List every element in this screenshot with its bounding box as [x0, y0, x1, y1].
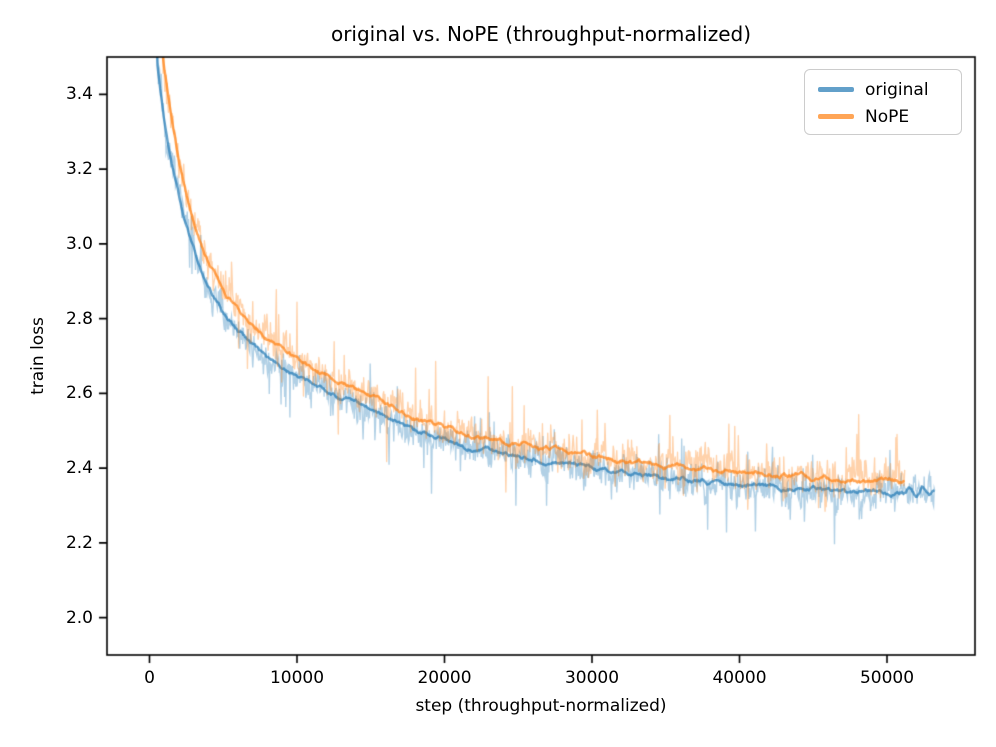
- legend-label-nope: NoPE: [865, 106, 910, 127]
- y-tick-label: 2.2: [65, 532, 93, 553]
- chart-title: original vs. NoPE (throughput-normalized…: [330, 22, 752, 46]
- y-tick-label: 2.8: [65, 308, 93, 329]
- y-tick-label: 3.0: [65, 233, 93, 254]
- original-line-swatch: [818, 87, 854, 92]
- x-tick-label: 0: [144, 668, 155, 688]
- legend: original NoPE: [804, 69, 962, 135]
- x-tick-label: 50000: [859, 668, 915, 688]
- x-tick-label: 10000: [269, 668, 325, 688]
- y-tick-label: 2.4: [65, 458, 93, 479]
- y-tick-label: 2.6: [65, 383, 93, 404]
- y-tick-label: 2.0: [65, 607, 93, 628]
- x-tick-label: 30000: [564, 668, 620, 688]
- x-axis-label: step (throughput-normalized): [415, 696, 667, 716]
- x-tick-label: 20000: [417, 668, 472, 688]
- legend-label-original: original: [865, 79, 929, 100]
- legend-item-nope: NoPE: [818, 103, 961, 130]
- x-tick-label: 40000: [712, 668, 767, 688]
- y-tick-label: 3.4: [65, 84, 93, 105]
- nope-line-swatch: [818, 114, 854, 119]
- legend-item-original: original: [818, 76, 961, 103]
- y-tick-label: 3.2: [65, 159, 93, 180]
